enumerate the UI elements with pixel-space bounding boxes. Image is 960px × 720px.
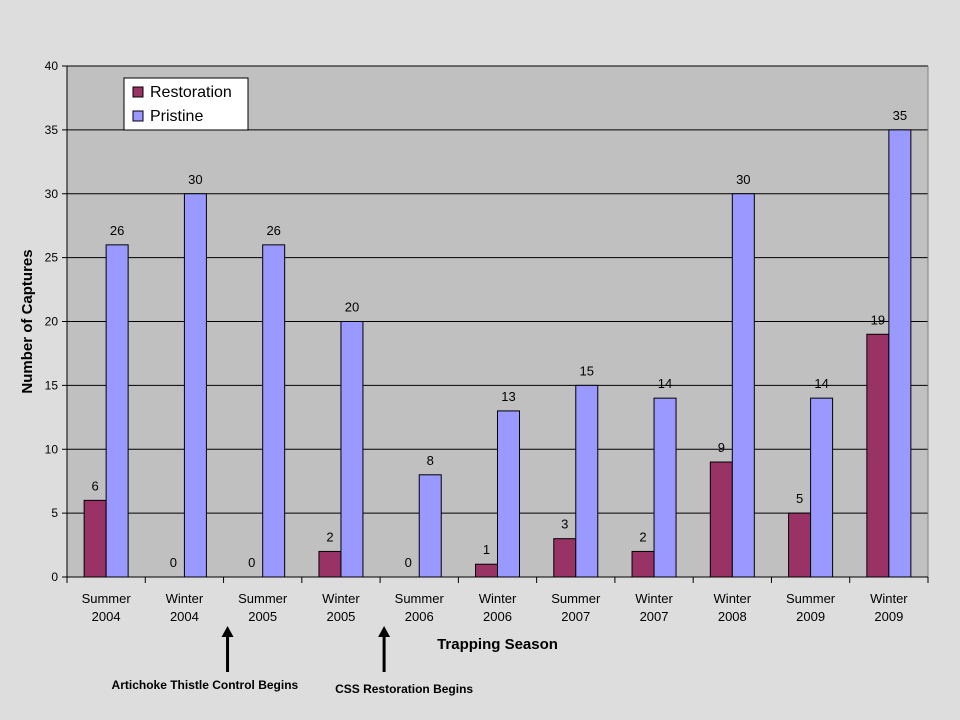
restoration-data-label: 9 — [718, 440, 725, 455]
legend: Restoration Pristine — [123, 77, 249, 131]
pristine-data-label: 35 — [893, 108, 907, 123]
restoration-bar — [866, 333, 890, 578]
x-tick-label: 2009 — [796, 609, 825, 624]
pristine-data-label: 14 — [814, 376, 828, 391]
x-tick-label: Summer — [238, 591, 288, 606]
pristine-bar — [888, 129, 912, 578]
legend-entry: Pristine — [150, 108, 203, 125]
x-tick-label: 2006 — [405, 609, 434, 624]
restoration-data-label: 3 — [561, 517, 568, 532]
restoration-bar — [709, 461, 733, 578]
restoration-data-label: 5 — [796, 491, 803, 506]
x-tick-label: 2008 — [718, 609, 747, 624]
pristine-bar — [810, 397, 834, 578]
y-tick-label: 0 — [51, 570, 58, 584]
restoration-data-label: 19 — [871, 312, 885, 327]
x-tick-label: 2004 — [92, 609, 121, 624]
x-tick-label: 2005 — [248, 609, 277, 624]
y-tick-label: 5 — [51, 506, 58, 520]
legend-box — [123, 77, 249, 131]
restoration-data-label: 2 — [639, 529, 646, 544]
pristine-data-label: 14 — [658, 376, 672, 391]
restoration-data-label: 2 — [326, 529, 333, 544]
restoration-bar — [553, 538, 577, 578]
x-tick-label: Winter — [635, 591, 673, 606]
restoration-bar — [788, 512, 812, 578]
annotation-arrow-head — [221, 626, 234, 637]
pristine-data-label: 26 — [266, 223, 280, 238]
pristine-bar — [340, 321, 364, 578]
y-tick-label: 20 — [45, 315, 59, 329]
pristine-data-label: 30 — [188, 172, 202, 187]
restoration-data-label: 0 — [170, 555, 177, 570]
legend-swatch — [132, 110, 144, 122]
pristine-bar — [183, 193, 207, 578]
x-tick-label: Winter — [479, 591, 517, 606]
restoration-bar — [475, 563, 498, 578]
pristine-data-label: 15 — [580, 363, 594, 378]
pristine-bar — [497, 410, 520, 578]
pristine-data-label: 30 — [736, 172, 750, 187]
x-tick-label: Winter — [870, 591, 908, 606]
x-axis-label: Trapping Season — [437, 636, 558, 653]
pristine-data-label: 8 — [427, 453, 434, 468]
restoration-data-label: 0 — [248, 555, 255, 570]
y-tick-label: 30 — [45, 187, 59, 201]
restoration-bar — [318, 550, 342, 578]
restoration-bar — [631, 550, 655, 578]
restoration-data-label: 0 — [405, 555, 412, 570]
y-tick-label: 40 — [45, 59, 59, 73]
y-tick-label: 35 — [45, 123, 59, 137]
y-tick-label: 25 — [45, 251, 59, 265]
x-tick-label: Winter — [714, 591, 752, 606]
x-tick-label: Summer — [786, 591, 836, 606]
x-tick-label: Summer — [82, 591, 132, 606]
x-tick-label: 2009 — [874, 609, 903, 624]
pristine-bar — [653, 397, 677, 578]
x-tick-label: Summer — [551, 591, 601, 606]
x-tick-label: 2006 — [483, 609, 512, 624]
x-tick-label: Summer — [395, 591, 445, 606]
y-axis-label: Number of Captures — [19, 249, 36, 393]
x-tick-label: 2007 — [561, 609, 590, 624]
x-tick-label: 2004 — [170, 609, 199, 624]
pristine-bar — [105, 244, 129, 578]
x-tick-label: Winter — [166, 591, 204, 606]
legend-entry: Restoration — [150, 84, 232, 101]
legend-swatch — [132, 86, 144, 98]
x-tick-label: Winter — [322, 591, 360, 606]
x-tick-label: 2007 — [640, 609, 669, 624]
restoration-bar — [83, 499, 107, 578]
annotation-arrow-head — [378, 626, 391, 637]
artichoke-annotation-label: Artichoke Thistle Control Begins — [111, 678, 299, 692]
y-tick-label: 10 — [45, 442, 59, 456]
pristine-data-label: 26 — [110, 223, 124, 238]
pristine-bar — [731, 193, 755, 578]
pristine-bar — [575, 384, 599, 578]
y-tick-label: 15 — [45, 378, 59, 392]
x-tick-label: 2005 — [326, 609, 355, 624]
pristine-data-label: 20 — [345, 300, 359, 315]
restoration-data-label: 1 — [483, 542, 490, 557]
pristine-data-label: 13 — [501, 389, 515, 404]
pristine-bar — [262, 244, 286, 578]
pristine-bar — [418, 474, 442, 578]
css-restoration-annotation-label: CSS Restoration Begins — [335, 682, 474, 696]
restoration-data-label: 6 — [92, 478, 99, 493]
